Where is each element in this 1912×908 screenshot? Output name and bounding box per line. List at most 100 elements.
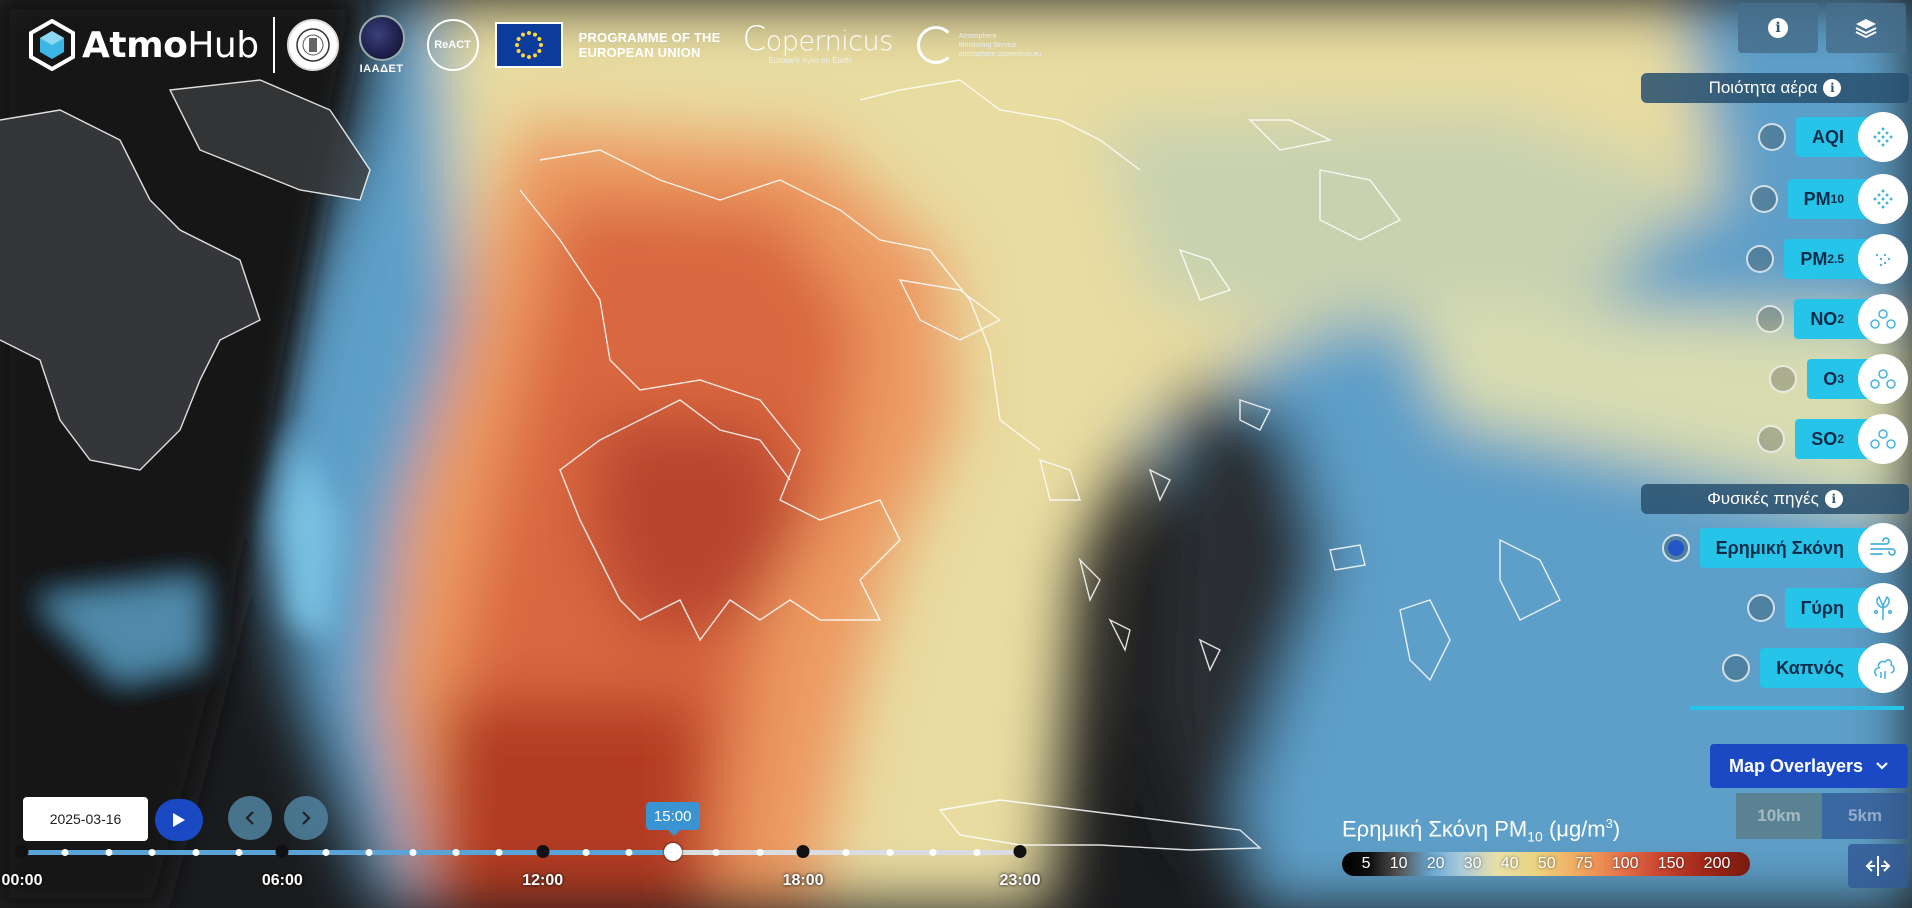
copernicus-logo: Copernicus Europe's eyes on Earth bbox=[742, 19, 893, 65]
layer-radio[interactable] bbox=[1757, 123, 1786, 151]
legend-value: 20 bbox=[1426, 855, 1445, 872]
timeline-hour-label: 23:00 bbox=[999, 872, 1041, 889]
timeline-tick[interactable] bbox=[973, 849, 981, 856]
timeline-tick[interactable] bbox=[886, 849, 894, 856]
info-icon: i bbox=[1768, 18, 1788, 38]
layer-radio[interactable] bbox=[1722, 654, 1751, 682]
next-step-button[interactable] bbox=[284, 796, 328, 840]
info-button[interactable]: i bbox=[1738, 3, 1818, 53]
timeline-tick[interactable] bbox=[365, 849, 373, 856]
brand-name: AtmoHub bbox=[82, 24, 259, 66]
play-button[interactable] bbox=[155, 799, 203, 841]
layers-icon bbox=[1855, 19, 1877, 39]
dots-icon bbox=[1858, 174, 1908, 224]
timeline-tick[interactable] bbox=[929, 849, 937, 856]
previous-step-button[interactable] bbox=[228, 796, 272, 840]
resolution-10km-button[interactable]: 10km bbox=[1736, 793, 1822, 839]
timeline-tick[interactable] bbox=[235, 849, 243, 856]
timeline-tick[interactable] bbox=[192, 849, 200, 856]
compare-split-button[interactable] bbox=[1848, 844, 1908, 888]
timeline-major-tick[interactable] bbox=[536, 845, 550, 858]
layer-radio[interactable] bbox=[1746, 245, 1775, 273]
legend-value: 200 bbox=[1703, 855, 1731, 872]
timeline-major-tick[interactable] bbox=[15, 845, 29, 858]
react-logo: ReACT bbox=[426, 19, 479, 71]
info-icon[interactable]: i bbox=[1823, 79, 1842, 97]
timeline-major-tick[interactable] bbox=[275, 845, 289, 858]
layer-aqi[interactable]: AQI bbox=[1757, 112, 1908, 162]
layer-desert-dust[interactable]: Ερημική Σκόνη bbox=[1661, 523, 1908, 573]
timeline-progress[interactable] bbox=[22, 850, 673, 855]
dots-icon bbox=[1858, 234, 1908, 284]
timeline-tick[interactable] bbox=[452, 849, 460, 856]
layer-so2[interactable]: SO 2 bbox=[1757, 414, 1908, 464]
wind-icon bbox=[1858, 523, 1908, 573]
layer-no2[interactable]: NO 2 bbox=[1756, 294, 1908, 344]
chevron-down-icon bbox=[1876, 762, 1888, 770]
timeline-hour-label: 06:00 bbox=[261, 872, 303, 889]
pollen-icon bbox=[1858, 583, 1908, 633]
date-picker[interactable]: 2025-03-16 bbox=[23, 797, 148, 841]
timeline-tick[interactable] bbox=[712, 849, 720, 856]
split-arrows-icon bbox=[1865, 856, 1891, 876]
hexagon-logo-icon bbox=[29, 19, 75, 71]
layer-label[interactable]: Ερημική Σκόνη bbox=[1699, 528, 1884, 568]
layer-list-overflow[interactable] bbox=[1690, 706, 1904, 710]
resolution-toggle[interactable]: 10km 5km bbox=[1736, 793, 1908, 839]
layer-pollen[interactable]: Γύρη bbox=[1746, 583, 1908, 633]
eu-flag-logo bbox=[494, 22, 563, 68]
timeline-tick[interactable] bbox=[582, 849, 590, 856]
legend-value: 40 bbox=[1500, 855, 1519, 872]
layer-radio[interactable] bbox=[1757, 425, 1786, 453]
chevron-right-icon bbox=[302, 811, 311, 825]
timeline-thumb[interactable] bbox=[663, 843, 682, 861]
timeline-tick[interactable] bbox=[148, 849, 156, 856]
layer-radio[interactable] bbox=[1769, 365, 1798, 393]
header-divider bbox=[272, 17, 275, 73]
info-icon[interactable]: i bbox=[1824, 490, 1843, 508]
timeline-hour-label: 00:00 bbox=[1, 872, 43, 889]
map-overlayers-dropdown[interactable]: Map Overlayers bbox=[1710, 744, 1908, 788]
timeline-hour-label: 18:00 bbox=[782, 872, 824, 889]
layer-pm25[interactable]: PM 2.5 bbox=[1746, 234, 1908, 284]
legend-value: 10 bbox=[1389, 855, 1408, 872]
timeline-major-tick[interactable] bbox=[1013, 845, 1027, 858]
play-icon bbox=[173, 813, 185, 827]
layer-radio[interactable] bbox=[1746, 594, 1775, 622]
timeline-tick[interactable] bbox=[842, 849, 850, 856]
iaadet-logo: ΙΑΑΔΕΤ bbox=[358, 15, 405, 75]
timeline-tick[interactable] bbox=[625, 849, 633, 856]
timeline-tick[interactable] bbox=[322, 849, 330, 856]
layer-smoke[interactable]: Καπνός bbox=[1722, 643, 1908, 693]
legend-color-scale: 5 10 20 30 40 50 75 100 150 200 bbox=[1342, 852, 1750, 876]
legend-value: 75 bbox=[1574, 855, 1593, 872]
chevron-left-icon bbox=[245, 811, 254, 825]
legend-value: 100 bbox=[1611, 855, 1639, 872]
atmosphere-service-logo: Atmosphere Monitoring Service atmosphere… bbox=[916, 26, 1041, 64]
timeline-tick[interactable] bbox=[105, 849, 113, 856]
current-time-tooltip: 15:00 bbox=[645, 802, 700, 836]
layers-button[interactable] bbox=[1826, 3, 1906, 53]
molecule-icon bbox=[1858, 354, 1908, 404]
layer-pm10[interactable]: PM 10 bbox=[1749, 174, 1908, 224]
timeline-major-tick[interactable] bbox=[796, 845, 810, 858]
timeline-tick[interactable] bbox=[756, 849, 764, 856]
timeline-tick[interactable] bbox=[495, 849, 503, 856]
atmohub-logo[interactable]: AtmoHub bbox=[28, 15, 259, 75]
timeline-hour-label: 12:00 bbox=[522, 872, 564, 889]
molecule-icon bbox=[1858, 294, 1908, 344]
legend-value: 5 bbox=[1361, 855, 1371, 872]
layer-radio[interactable] bbox=[1756, 305, 1785, 333]
timeline-tick[interactable] bbox=[409, 849, 417, 856]
legend-value: 150 bbox=[1657, 855, 1685, 872]
section-air-quality: Ποιότητα αέρα i bbox=[1641, 73, 1909, 103]
timeline-tick[interactable] bbox=[61, 849, 69, 856]
legend-value: 50 bbox=[1537, 855, 1556, 872]
layer-radio[interactable] bbox=[1749, 185, 1778, 213]
molecule-icon bbox=[1858, 414, 1908, 464]
layer-radio-selected[interactable] bbox=[1661, 534, 1690, 562]
eu-programme-text: PROGRAMME OF THE EUROPEAN UNION bbox=[578, 30, 721, 60]
resolution-5km-button[interactable]: 5km bbox=[1822, 793, 1908, 839]
